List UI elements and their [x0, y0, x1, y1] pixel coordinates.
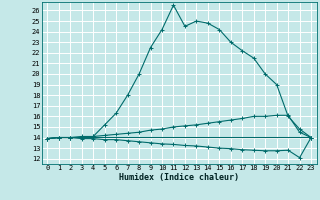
X-axis label: Humidex (Indice chaleur): Humidex (Indice chaleur) — [119, 173, 239, 182]
